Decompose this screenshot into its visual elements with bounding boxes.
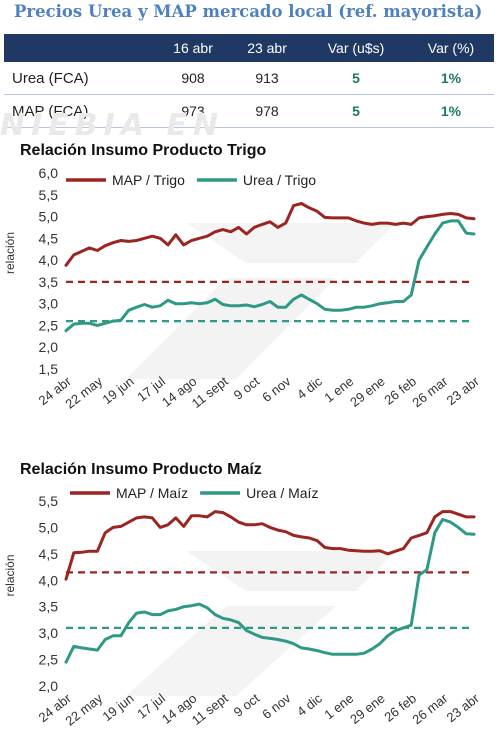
- x-tick-label: 23 abr: [444, 690, 483, 725]
- table-header-cell: 16 abr: [156, 34, 231, 62]
- y-tick-label: 4,5: [39, 230, 59, 246]
- x-tick-label: 4 dic: [294, 373, 325, 402]
- y-tick-label: 5,5: [39, 493, 59, 509]
- y-tick-label: 4,0: [39, 252, 59, 268]
- y-tick-label: 3,5: [39, 274, 59, 290]
- y-tick-label: 3,0: [39, 296, 59, 312]
- chart-title: Relación Insumo Producto Maíz: [20, 461, 262, 478]
- series-line: [64, 510, 476, 581]
- y-tick-label: 2,0: [39, 339, 59, 355]
- x-tick-label: 19 jun: [99, 691, 136, 725]
- y-axis-label: relación: [3, 554, 17, 596]
- y-axis-label: relación: [3, 232, 17, 274]
- table-cell-product: Urea (FCA): [4, 62, 156, 95]
- legend-label: Urea / Maíz: [246, 485, 318, 501]
- y-tick-label: 3,0: [39, 625, 59, 641]
- y-tick-label: 4,0: [39, 572, 59, 588]
- table-row: Urea (FCA) 908 913 5 1%: [4, 62, 494, 95]
- table-header-row: 16 abr 23 abr Var (u$s) Var (%): [4, 34, 494, 62]
- legend-label: Urea / Trigo: [243, 172, 316, 188]
- chart-legend: MAP / Trigo Urea / Trigo: [66, 172, 316, 188]
- x-tick-label: 6 nov: [259, 373, 294, 405]
- y-tick-label: 2,0: [39, 678, 59, 694]
- table-cell: 913: [230, 62, 305, 95]
- table-cell-var-pct: 1%: [408, 62, 494, 95]
- x-tick-label: 29 ene: [347, 374, 388, 410]
- y-tick-label: 2,5: [39, 317, 59, 333]
- watermark-text: NIEBIA EN: [0, 108, 225, 143]
- x-tick-label: 22 may: [62, 690, 105, 728]
- series-line: [64, 202, 476, 267]
- legend-label: MAP / Maíz: [116, 485, 188, 501]
- table-cell: 973: [156, 94, 231, 128]
- y-tick-label: 6,0: [39, 165, 59, 181]
- table-cell-var-pct: 1%: [408, 94, 494, 128]
- table-header-cell: [4, 34, 156, 62]
- chart-title: Relación Insumo Producto Trigo: [20, 142, 266, 159]
- table-header-cell: Var (%): [408, 34, 494, 62]
- x-tick-label: 26 mar: [409, 373, 451, 410]
- table-cell-var-usd: 5: [304, 62, 408, 95]
- x-tick-label: 29 ene: [347, 691, 388, 727]
- series-line: [64, 518, 476, 664]
- x-tick-label: 23 abr: [444, 373, 483, 408]
- table-cell-var-usd: 5: [304, 94, 408, 128]
- y-tick-label: 5,0: [39, 519, 59, 535]
- table-cell: 978: [230, 94, 305, 128]
- y-tick-label: 1,5: [39, 361, 59, 377]
- chart-trigo: Relación Insumo Producto Trigo MAP / Trig…: [3, 142, 483, 412]
- y-tick-label: 5,5: [39, 187, 59, 203]
- chart-maiz: Relación Insumo Producto Maíz MAP / Maíz U…: [3, 461, 483, 729]
- page-title: Precios Urea y MAP mercado local (ref. m…: [14, 2, 483, 21]
- y-tick-label: 3,5: [39, 599, 59, 615]
- table-row: MAP (FCA) 973 978 5 1%: [4, 94, 494, 128]
- y-tick-label: 5,0: [39, 209, 59, 225]
- watermark-shape: [186, 551, 396, 591]
- y-tick-label: 4,5: [39, 546, 59, 562]
- chart-legend: MAP / Maíz Urea / Maíz: [70, 485, 318, 501]
- table-cell-product: MAP (FCA): [4, 94, 156, 128]
- y-tick-label: 2,5: [39, 652, 59, 668]
- x-tick-label: 4 dic: [294, 690, 325, 719]
- table-header-cell: 23 abr: [230, 34, 305, 62]
- x-tick-label: 19 jun: [99, 374, 136, 408]
- x-tick-label: 6 nov: [259, 690, 294, 722]
- table-header-cell: Var (u$s): [304, 34, 408, 62]
- watermark-shape: [126, 278, 336, 379]
- watermark-shape: [186, 223, 396, 263]
- x-tick-label: 26 mar: [409, 690, 451, 727]
- series-line: [64, 219, 476, 333]
- legend-label: MAP / Trigo: [112, 172, 185, 188]
- x-tick-label: 22 may: [62, 373, 105, 411]
- price-table: 16 abr 23 abr Var (u$s) Var (%) Urea (FC…: [4, 34, 494, 128]
- watermark-logo: [126, 223, 396, 379]
- table-cell: 908: [156, 62, 231, 95]
